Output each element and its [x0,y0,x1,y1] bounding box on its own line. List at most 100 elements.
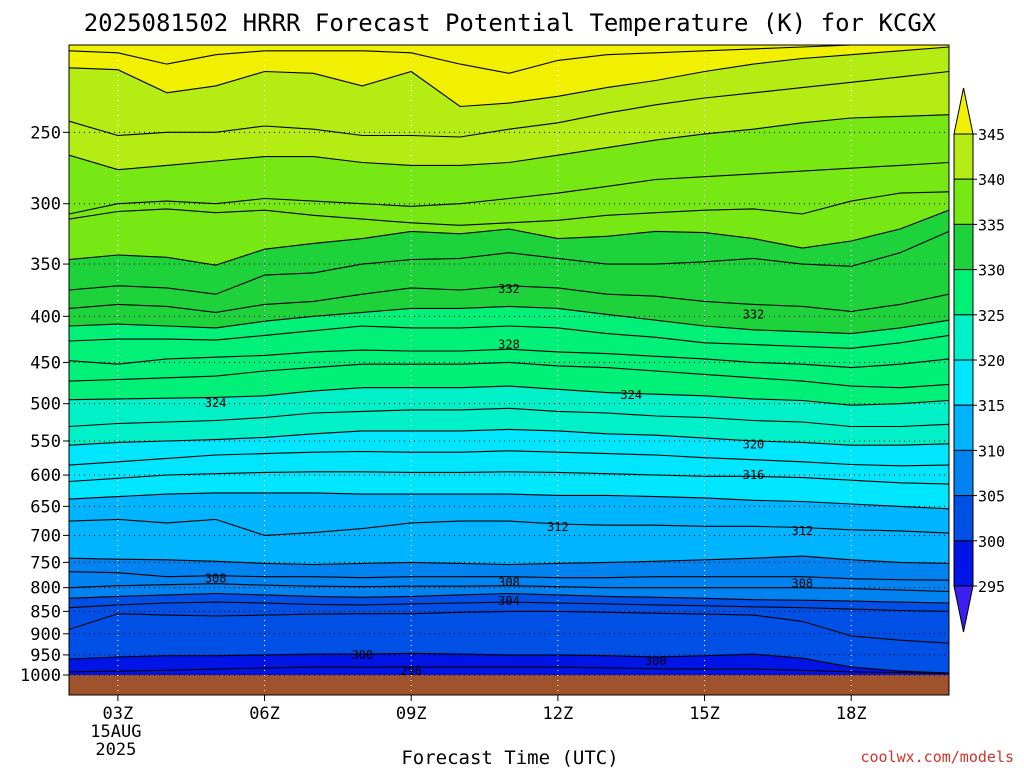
ground-fill [69,675,949,695]
contour-line [69,209,949,266]
y-tick-label: 1000 [20,666,61,686]
plot-frame [68,44,950,696]
colorbar-over-arrow [953,87,974,135]
chart-title: 2025081502 HRRR Forecast Potential Tempe… [84,9,937,37]
colorbar-tick-label: 320 [978,352,1005,370]
y-tick-label: 250 [30,123,61,143]
contour-line [69,652,949,674]
contour-label: 320 [743,438,765,452]
colorbar-bin [953,133,974,180]
contour-line [69,450,949,467]
contour-label: 312 [791,524,813,538]
colorbar-tick-label: 340 [978,171,1005,189]
ground-layer [69,675,949,695]
contour-line [69,161,949,215]
colorbar: 345 340 335 330 325 320 315 310 305 300 295 [953,87,1005,633]
y-tick-label: 350 [30,255,61,275]
contour-label: 300 [351,648,373,662]
y-tick-label: 700 [30,526,61,546]
x-axis-label: Forecast Time (UTC) [401,747,618,768]
colorbar-bin [953,540,974,587]
contour-line [69,471,949,485]
y-tick-label: 850 [30,602,61,622]
y-tick-label: 750 [30,553,61,573]
credit-text: coolwx.com/models [860,748,1014,766]
contour-label: 332 [743,307,765,321]
x-tick-label: 03Z [103,704,134,724]
colorbar-bin [953,314,974,361]
y-tick-label: 550 [30,432,61,452]
contour-label: 308 [205,572,227,586]
x-tick-label: 09Z [396,704,427,724]
contour-line [69,601,949,612]
contour-label: 328 [498,338,520,352]
contour-line [69,583,949,593]
y-tick-label: 950 [30,646,61,666]
contour-label: 308 [498,576,520,590]
x-tick-label: 18Z [836,704,867,724]
colorbar-tick-label: 310 [978,442,1005,460]
colorbar-tick-label: 295 [978,578,1005,596]
contour-line [69,305,949,335]
colorbar-tick-label: 325 [978,307,1005,325]
contour-line [69,492,949,510]
contour-line [69,361,949,389]
colorbar-tick-label: 305 [978,488,1005,506]
contour-line [69,325,949,349]
contour-label: 324 [205,396,227,410]
contour-label: 308 [791,577,813,591]
colorbar-bin [953,359,974,406]
y-tick-label: 500 [30,395,61,415]
contour-label: 296 [400,664,422,678]
contour-line [69,610,949,644]
colorbar-tick-label: 335 [978,216,1005,234]
filled-contour-bands [69,45,949,695]
x-tick-label: 12Z [543,704,574,724]
contour-line [69,285,949,313]
contour-label: 324 [620,388,642,402]
x-tick-sublabel: 2025 [95,740,136,760]
contour-line [69,45,949,74]
colorbar-tick-label: 345 [978,126,1005,144]
y-tick-label: 900 [30,625,61,645]
contour-line [69,385,949,406]
colorbar-bin [953,404,974,451]
colorbar-under-arrow [953,585,974,633]
contour-line [69,407,949,428]
colorbar-bin [953,178,974,225]
contour-line [69,191,949,226]
colorbar-tick-label: 330 [978,262,1005,280]
contour-line [69,555,949,566]
x-tick-sublabel: 15AUG [90,722,141,742]
contour-label: 304 [498,594,520,608]
contour-label: 332 [498,282,520,296]
contour-line [69,571,949,581]
x-tick-label: 15Z [689,704,720,724]
colorbar-tick-label: 300 [978,533,1005,551]
contour-line [69,348,949,369]
colorbar-bin [953,269,974,316]
contour-line [69,70,949,138]
contour-line [69,666,949,674]
contour-line [69,114,949,171]
contour-line [69,230,949,295]
contour-label: 316 [743,468,765,482]
contour-lines [69,45,949,674]
y-axis: 250 300 350 400 450 500 550 600 650 700 750 800 850 9… [20,123,69,686]
colorbar-bin [953,449,974,497]
y-tick-label: 800 [30,579,61,599]
contour-label: 312 [547,520,569,534]
y-tick-label: 650 [30,497,61,517]
contour-line [69,592,949,604]
y-tick-label: 600 [30,466,61,486]
contour-line [69,46,949,108]
y-tick-label: 300 [30,195,61,215]
contour-label: 300 [645,654,667,668]
colorbar-tick-label: 315 [978,397,1005,415]
colorbar-bin [953,223,974,271]
x-tick-label: 06Z [249,704,280,724]
contour-line [69,428,949,446]
contour-labels: 332 332 328 324 324 320 316 312 312 308 308 308 304 3… [205,282,813,678]
